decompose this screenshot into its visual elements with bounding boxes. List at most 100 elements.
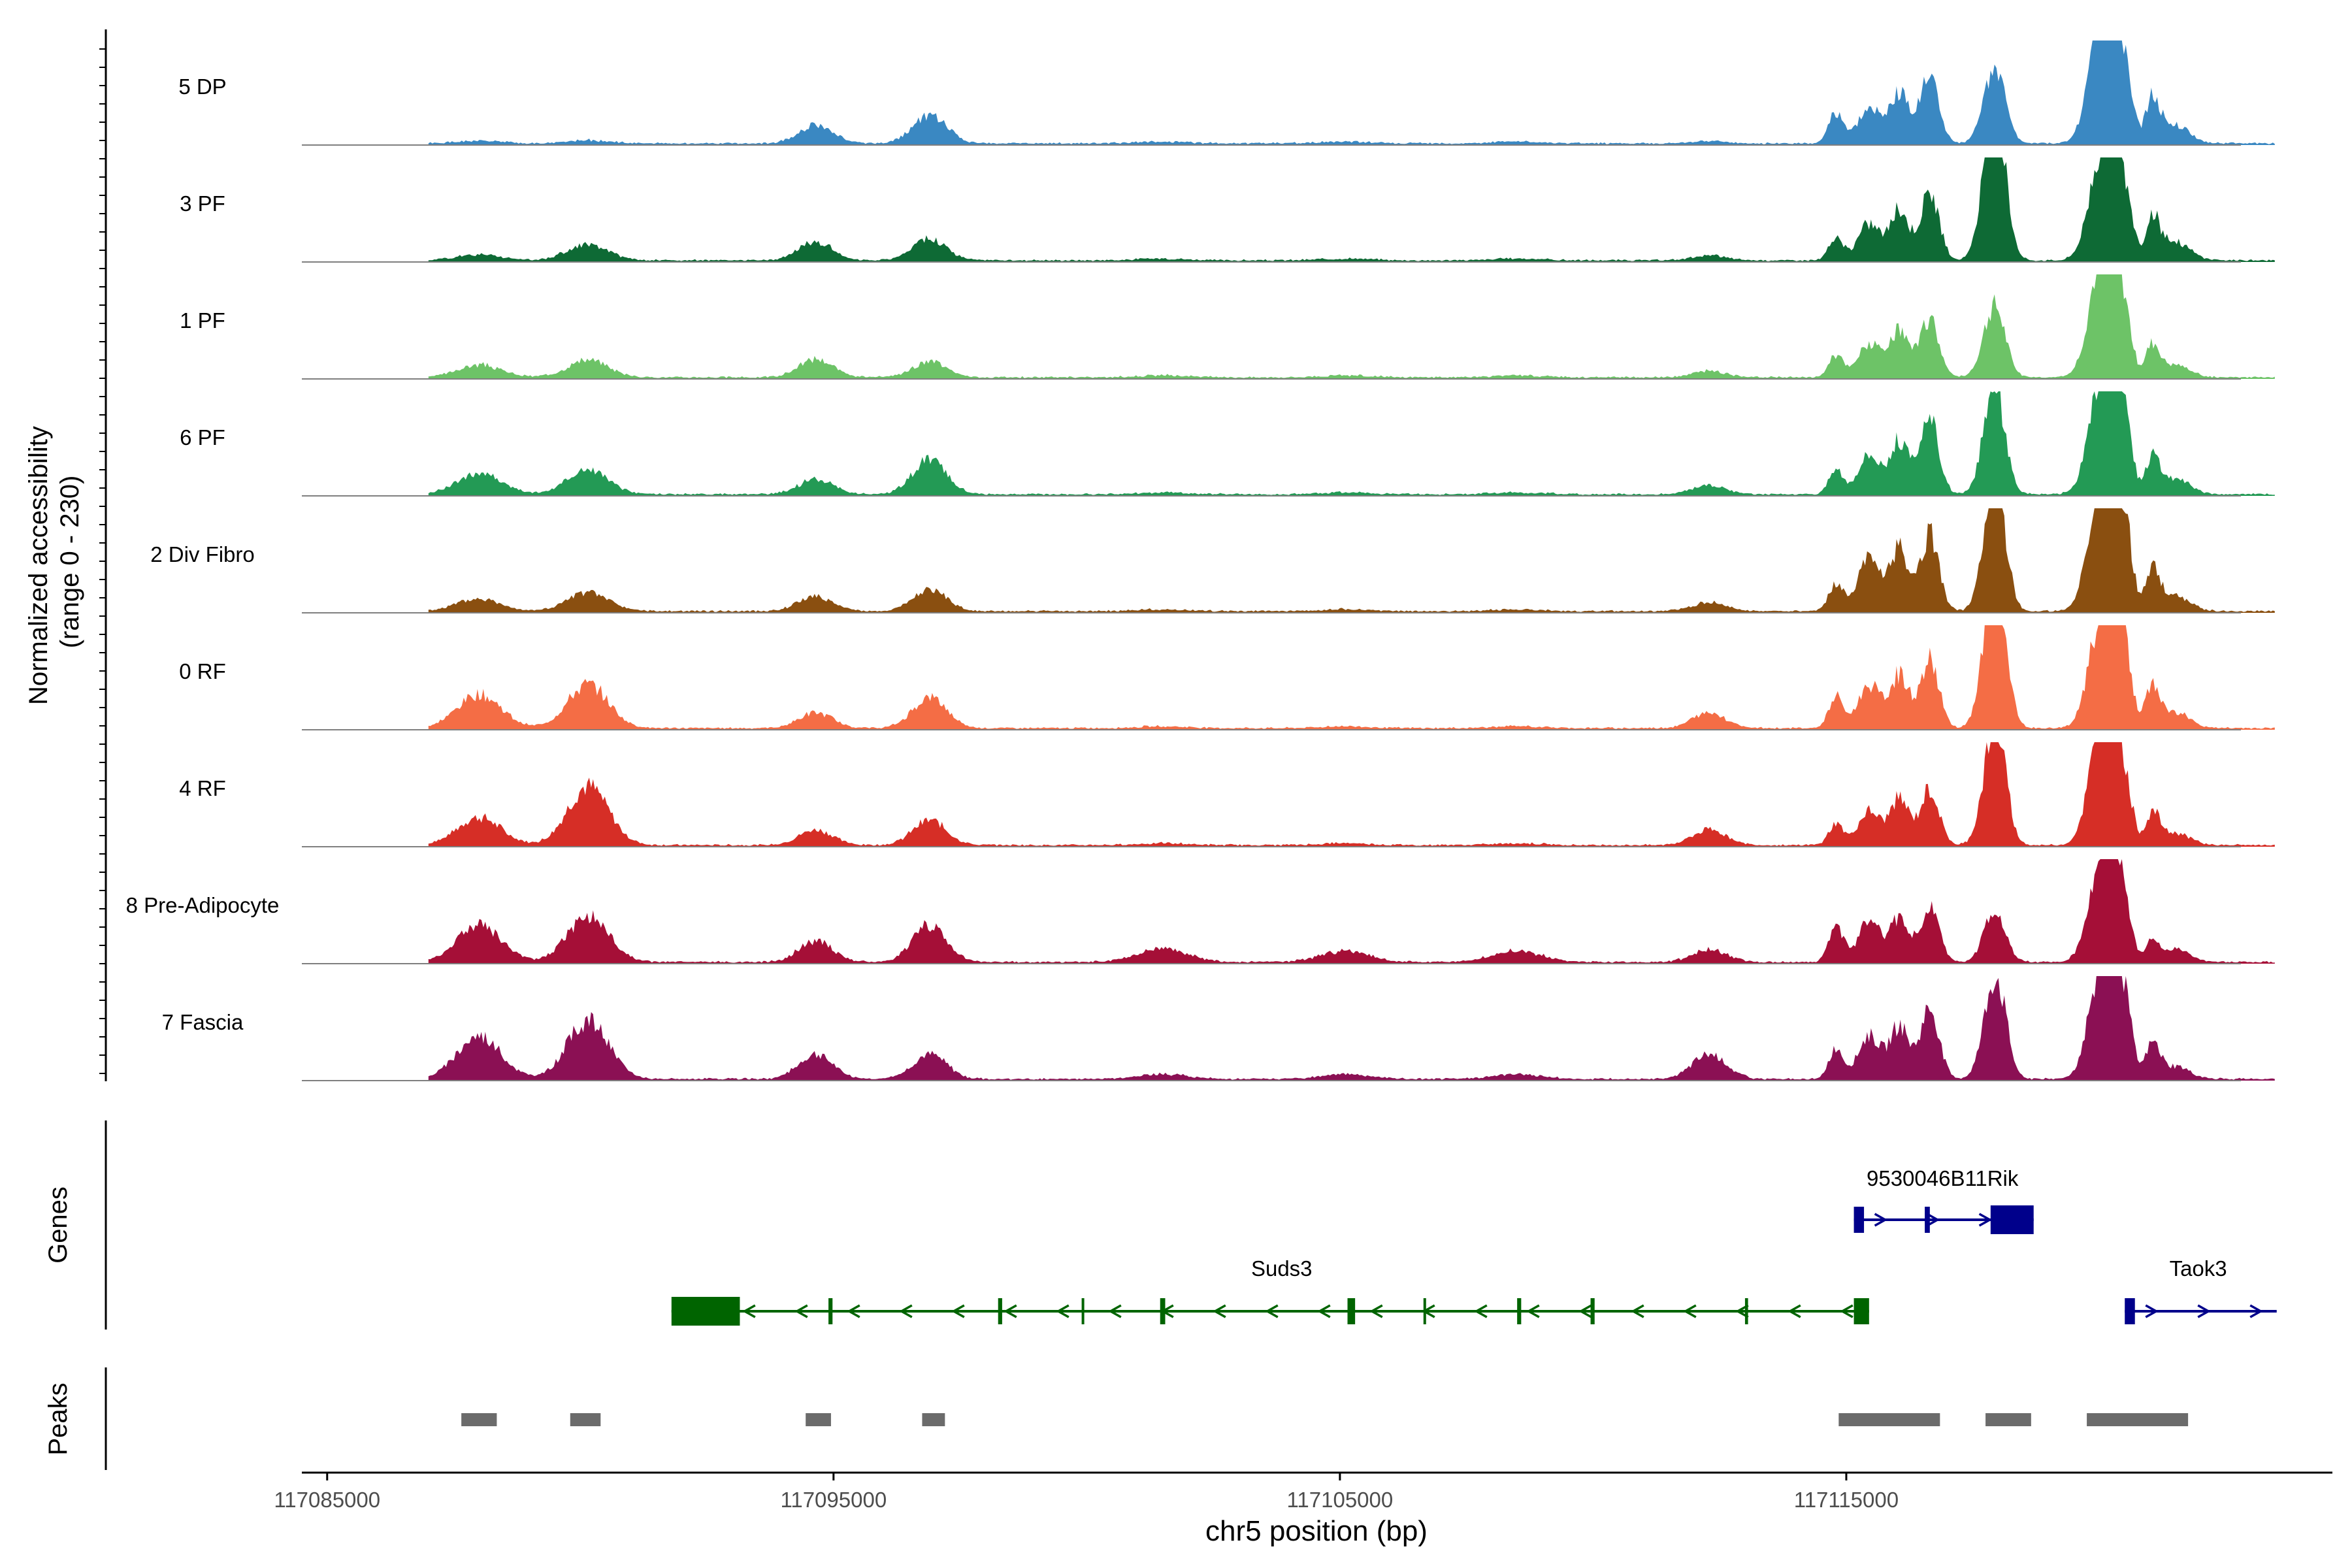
- y-axis-title: Normalized accessibility (range 0 - 230): [24, 419, 84, 705]
- strand-arrow: [1474, 1304, 1488, 1318]
- coverage-area: [428, 742, 2275, 847]
- peak-region: [461, 1413, 497, 1426]
- gene-exon: [1990, 1205, 2034, 1234]
- coverage-track: 4 RF: [179, 742, 2275, 847]
- strand-arrow: [1526, 1304, 1540, 1318]
- y-axis: Normalized accessibility (range 0 - 230): [24, 29, 107, 1081]
- track-label: 6 PF: [180, 425, 225, 449]
- coverage-area: [428, 157, 2275, 262]
- strand-arrow: [951, 1304, 965, 1318]
- strand-arrow: [2145, 1304, 2159, 1318]
- strand-arrow: [1004, 1304, 1017, 1318]
- peak-regions: [461, 1413, 2189, 1426]
- track-label: 7 Fascia: [162, 1010, 244, 1034]
- gene-exon: [828, 1298, 833, 1324]
- gene-label: Suds3: [1251, 1256, 1313, 1281]
- coverage-tracks: 5 DP 3 PF 1 PF 6 PF 2 Div Fibro 0 RF 4 RF 8 Pre…: [126, 41, 2275, 1081]
- strand-arrow: [2197, 1304, 2211, 1318]
- track-label: 2 Div Fibro: [150, 542, 255, 566]
- strand-arrow: [1317, 1304, 1331, 1318]
- strand-arrow: [1978, 1213, 1993, 1227]
- gene-exon: [1590, 1298, 1595, 1324]
- y-axis-title-line1: Normalized accessibility: [24, 426, 53, 705]
- track-label: 5 DP: [178, 74, 226, 99]
- coverage-track: 3 PF: [180, 157, 2275, 263]
- strand-arrow: [1683, 1304, 1697, 1318]
- gene-exon: [671, 1297, 740, 1326]
- x-axis-title: chr5 position (bp): [1205, 1515, 1428, 1547]
- x-tick-label: 117095000: [780, 1488, 887, 1512]
- coverage-track: 6 PF: [180, 391, 2275, 497]
- track-label: 1 PF: [180, 308, 225, 333]
- coverage-area: [428, 976, 2275, 1081]
- gene-exon: [1081, 1298, 1085, 1324]
- track-label: 0 RF: [179, 659, 226, 683]
- strand-arrow: [1926, 1213, 1940, 1227]
- strand-arrow: [1631, 1304, 1644, 1318]
- gene-exon: [1423, 1298, 1426, 1324]
- coverage-area: [428, 391, 2275, 496]
- coverage-area: [428, 859, 2275, 964]
- track-label: 4 RF: [179, 776, 226, 800]
- strand-arrow: [1578, 1304, 1592, 1318]
- coverage-track: 0 RF: [179, 625, 2275, 730]
- strand-arrow: [1108, 1304, 1122, 1318]
- peak-region: [922, 1413, 945, 1426]
- x-tick-label: 117105000: [1287, 1488, 1394, 1512]
- coverage-track: 5 DP: [178, 41, 2275, 146]
- track-label: 3 PF: [180, 191, 225, 216]
- gene-label: 9530046B11Rik: [1867, 1166, 2019, 1190]
- strand-arrow: [1788, 1304, 1801, 1318]
- strand-arrow: [1874, 1213, 1888, 1227]
- strand-arrow: [742, 1304, 756, 1318]
- gene-exon: [1160, 1298, 1166, 1324]
- coverage-area: [428, 508, 2275, 613]
- coverage-track: 2 Div Fibro: [150, 508, 2275, 613]
- strand-arrow: [1840, 1304, 1854, 1318]
- strand-arrow: [2249, 1304, 2263, 1318]
- coverage-area: [428, 41, 2275, 145]
- peak-region: [1838, 1413, 1940, 1426]
- coverage-track: 8 Pre-Adipocyte: [126, 859, 2275, 964]
- gene-label: Taok3: [2170, 1256, 2227, 1281]
- strand-arrow: [794, 1304, 808, 1318]
- gene-models: 9530046B11Rik Suds3 Taok3: [671, 1166, 2277, 1326]
- peaks-panel-label: Peaks: [44, 1382, 73, 1455]
- strand-arrow: [1265, 1304, 1279, 1318]
- y-axis-title-line2: (range 0 - 230): [56, 476, 84, 649]
- strand-arrow: [1056, 1304, 1070, 1318]
- strand-arrow: [847, 1304, 860, 1318]
- gene-exon: [1854, 1207, 1865, 1233]
- peak-region: [2087, 1413, 2189, 1426]
- x-axis-ticks: 117085000 117095000 117105000 117115000: [274, 1473, 1899, 1512]
- strand-arrow: [1213, 1304, 1226, 1318]
- strand-arrow: [1369, 1304, 1383, 1318]
- gene-exon: [1347, 1298, 1356, 1324]
- gene-exon: [998, 1298, 1002, 1324]
- peak-region: [1985, 1413, 2031, 1426]
- peak-region: [806, 1413, 831, 1426]
- x-tick-label: 117085000: [274, 1488, 380, 1512]
- x-axis: 117085000 117095000 117105000 117115000 chr…: [274, 1471, 2332, 1547]
- genes-panel: Genes 9530046B11Rik Suds3 Taok3: [44, 1120, 2277, 1330]
- peak-region: [570, 1413, 601, 1426]
- strand-arrow: [899, 1304, 913, 1318]
- gene-model: 9530046B11Rik: [1854, 1166, 2034, 1234]
- track-label: 8 Pre-Adipocyte: [126, 893, 280, 917]
- gene-model: Taok3: [2125, 1256, 2277, 1324]
- y-axis-ticks: [99, 48, 106, 1074]
- peaks-panel: Peaks: [44, 1367, 2189, 1470]
- gene-exon: [1854, 1298, 1869, 1324]
- gene-exon: [1517, 1298, 1522, 1324]
- coverage-track: 1 PF: [180, 274, 2275, 380]
- coverage-track: 7 Fascia: [162, 976, 2275, 1081]
- gene-exon: [1744, 1298, 1748, 1324]
- coverage-area: [428, 625, 2275, 730]
- gene-exon: [1925, 1207, 1930, 1233]
- coverage-area: [428, 274, 2275, 379]
- strand-arrow: [1735, 1304, 1749, 1318]
- gene-model: Suds3: [671, 1256, 1869, 1326]
- x-tick-label: 117115000: [1794, 1488, 1899, 1512]
- genes-panel-label: Genes: [44, 1186, 73, 1264]
